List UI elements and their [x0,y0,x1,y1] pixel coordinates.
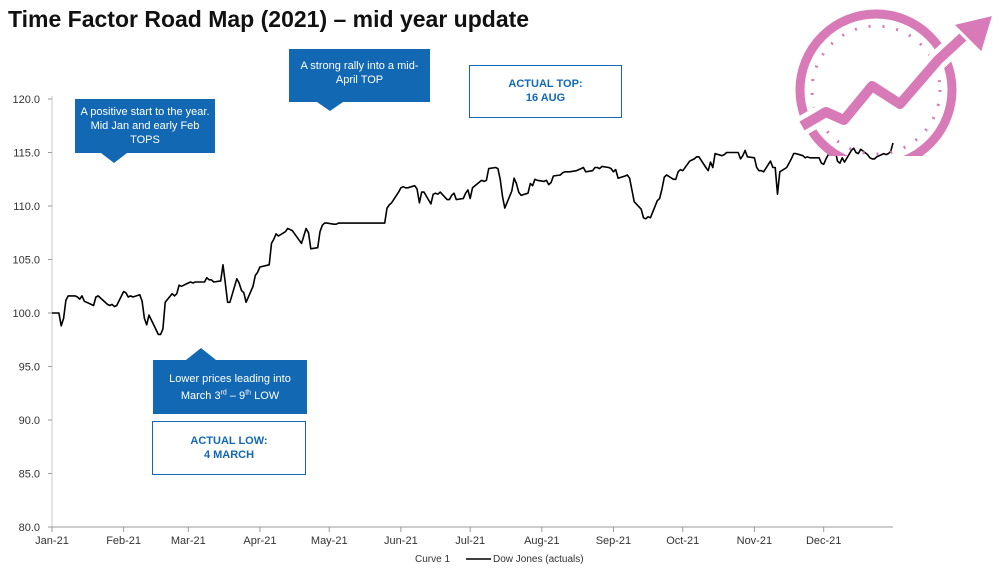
y-tick-label: 115.0 [13,148,40,160]
x-tick-label: Oct-21 [666,535,699,547]
legend-label-dow-jones: Dow Jones (actuals) [493,554,584,565]
callout-strong-rally: A strong rally into a mid-April TOP [289,49,430,102]
y-tick-label: 105.0 [12,255,40,267]
x-tick-label: Jan-21 [35,535,69,547]
series-layer [52,142,894,336]
legend-label-curve-1: Curve 1 [415,554,450,565]
y-tick-label: 110.0 [13,201,40,213]
x-tick-label: Jul-21 [455,535,485,547]
x-tick-label: Feb-21 [106,535,141,547]
x-tick-label: Aug-21 [524,535,559,547]
callout-actual-top: ACTUAL TOP: 16 AUG [469,65,622,118]
x-tick-label: Apr-21 [243,535,276,547]
callout-lower-prices-text: Lower prices leading into March 3rd – 9t… [169,373,291,402]
callout-positive-start-pointer [101,153,127,163]
x-tick-label: May-21 [311,535,348,547]
y-tick-label: 85.0 [19,469,40,481]
x-tick-label: Mar-21 [171,535,206,547]
callout-lower-prices-pointer [186,348,216,360]
series-line-dow-jones [52,142,894,336]
y-tick-label: 90.0 [19,415,40,427]
x-axis: Jan-21 Feb-21 Mar-21 Apr-21 May-21 Jun-21 Jul-… [35,526,893,547]
x-tick-label: Jun-21 [384,535,418,547]
y-axis: 80.0 85.0 90.0 95.0 100.0 105.0 110.0 115.0 120.… [12,94,53,534]
x-tick-label: Nov-21 [737,535,772,547]
x-tick-label: Dec-21 [806,535,841,547]
y-tick-label: 100.0 [12,308,40,320]
growth-gauge-arrow-icon [788,2,1000,156]
callout-actual-low: ACTUAL LOW: 4 MARCH [152,421,306,475]
callout-strong-rally-pointer [317,102,343,111]
callout-positive-start: A positive start to the year. Mid Jan an… [75,99,215,153]
y-tick-label: 80.0 [19,522,40,534]
page-title: Time Factor Road Map (2021) – mid year u… [8,6,530,32]
callout-lower-prices: Lower prices leading into March 3rd – 9t… [153,360,307,414]
legend: Curve 1 Dow Jones (actuals) [415,554,584,565]
y-tick-label: 95.0 [19,362,40,374]
logo-graphic [795,9,997,156]
y-tick-label: 120.0 [12,94,40,106]
x-tick-label: Sep-21 [596,535,631,547]
